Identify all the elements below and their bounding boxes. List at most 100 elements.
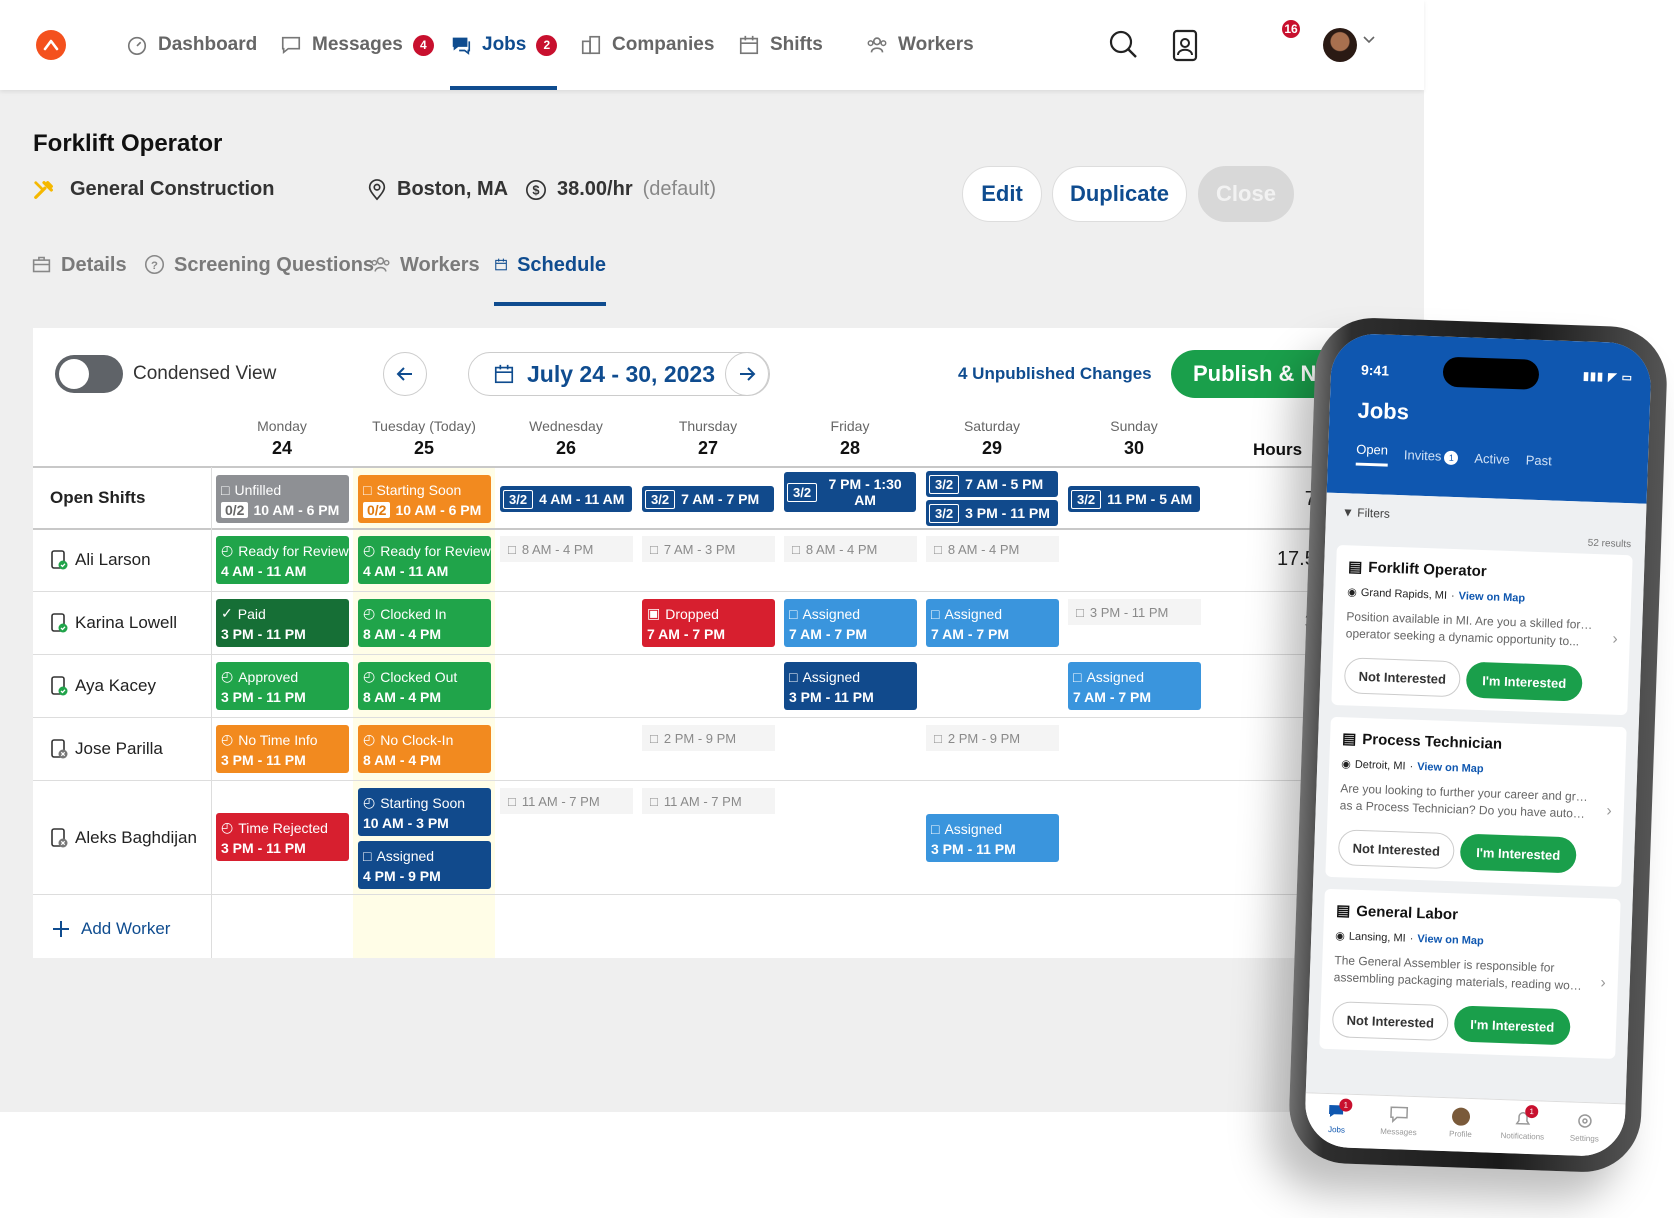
bottom-nav-settings[interactable]: Settings — [1554, 1110, 1615, 1144]
edit-button[interactable]: Edit — [962, 166, 1042, 222]
gear-icon — [1578, 1114, 1592, 1128]
phone-tab-invites[interactable]: Invites 1 — [1404, 447, 1459, 466]
unscheduled-slot[interactable]: □ 11 AM - 7 PM — [500, 788, 633, 814]
shift-block-no-clock-in[interactable]: ◴ No Clock-In 8 AM - 4 PM — [358, 725, 491, 773]
phone-tab-past[interactable]: Past — [1525, 451, 1553, 468]
duplicate-button[interactable]: Duplicate — [1052, 166, 1187, 222]
unscheduled-slot[interactable]: □ 8 AM - 4 PM — [500, 536, 633, 562]
unscheduled-slot[interactable]: □ 2 PM - 9 PM — [926, 725, 1059, 751]
not-interested-button[interactable]: Not Interested — [1343, 657, 1461, 698]
chevron-down-icon[interactable] — [1363, 36, 1375, 44]
shift-block-clocked-in[interactable]: ◴ Clocked In 8 AM - 4 PM — [358, 599, 491, 647]
shift-block-approved[interactable]: ◴ Approved 3 PM - 11 PM — [216, 662, 349, 710]
not-interested-button[interactable]: Not Interested — [1331, 1001, 1449, 1042]
bottom-nav-profile[interactable]: Profile — [1430, 1106, 1491, 1140]
unscheduled-slot[interactable]: □ 3 PM - 11 PM — [1068, 599, 1201, 625]
shift-block-assigned[interactable]: □ Assigned 7 AM - 7 PM — [1068, 662, 1201, 710]
open-shift-block[interactable]: 3/2 7 AM - 7 PM — [642, 486, 774, 512]
shift-time: 8 AM - 4 PM — [363, 626, 442, 642]
shift-block-ready-for-review[interactable]: ◴ Ready for Review 4 AM - 11 AM — [216, 536, 349, 584]
shift-block-dropped[interactable]: ▣ Dropped 7 AM - 7 PM — [642, 599, 775, 647]
unscheduled-slot[interactable]: □ 8 AM - 4 PM — [784, 536, 917, 562]
prev-week-button[interactable] — [383, 352, 427, 396]
unpublished-changes-link[interactable]: 4 Unpublished Changes — [958, 364, 1152, 383]
unscheduled-slot[interactable]: □ 7 AM - 3 PM — [642, 536, 775, 562]
nav-shifts[interactable]: Shifts — [738, 0, 823, 90]
nav-dashboard[interactable]: Dashboard — [126, 0, 257, 90]
worker-row-label: Aleks Baghdijan — [50, 828, 197, 848]
tab-schedule[interactable]: Schedule — [494, 250, 606, 306]
shift-block-assigned[interactable]: □ Assigned 7 AM - 7 PM — [926, 599, 1059, 647]
interested-button[interactable]: I'm Interested — [1453, 1005, 1571, 1046]
open-shift-block[interactable]: 3/2 7 AM - 5 PM — [926, 471, 1058, 497]
shift-block-assigned[interactable]: □ Assigned 3 PM - 11 PM — [926, 814, 1059, 862]
open-shift-block[interactable]: 3/2 4 AM - 11 AM — [500, 486, 632, 512]
day-name: Tuesday (Today) — [372, 418, 476, 434]
interested-button[interactable]: I'm Interested — [1459, 833, 1577, 874]
not-interested-button[interactable]: Not Interested — [1337, 829, 1455, 870]
filters-button[interactable]: ▼ Filters — [1342, 505, 1390, 521]
job-card-title: Forklift Operator — [1368, 558, 1487, 580]
app-logo[interactable] — [36, 30, 66, 60]
worker-name[interactable]: Aleks Baghdijan — [75, 828, 197, 847]
shift-block-assigned[interactable]: □ Assigned 7 AM - 7 PM — [784, 599, 917, 647]
profile-card-icon[interactable] — [1172, 28, 1198, 62]
tab-workers[interactable]: Workers — [370, 250, 480, 306]
shift-time: 3 PM - 11 PM — [931, 841, 1016, 857]
phone-tab-active[interactable]: Active — [1474, 450, 1511, 467]
interested-button[interactable]: I'm Interested — [1465, 661, 1583, 702]
job-card[interactable]: ▤ Process Technician ◉ Detroit, MI · View … — [1325, 716, 1627, 888]
open-shift-block[interactable]: 3/2 11 PM - 5 AM — [1068, 486, 1200, 512]
shift-block-paid[interactable]: ✓ Paid 3 PM - 11 PM — [216, 599, 349, 647]
messages-icon — [1390, 1106, 1409, 1124]
unscheduled-slot[interactable]: □ 8 AM - 4 PM — [926, 536, 1059, 562]
shift-block-assigned[interactable]: □ Assigned 3 PM - 11 PM — [784, 662, 917, 710]
tab-screening-questions[interactable]: ? Screening Questions — [144, 250, 374, 306]
next-week-button[interactable] — [725, 352, 769, 396]
shift-block-assigned[interactable]: □ Assigned 4 PM - 9 PM — [358, 841, 491, 889]
job-card[interactable]: ▤ General Labor ◉ Lansing, MI · View on Ma… — [1319, 888, 1621, 1059]
phone-title: Jobs — [1357, 397, 1410, 425]
shift-block-clocked-out[interactable]: ◴ Clocked Out 8 AM - 4 PM — [358, 662, 491, 710]
view-on-map-link[interactable]: View on Map — [1417, 760, 1484, 775]
dollar-icon: $ — [526, 179, 546, 200]
shift-block-unfilled[interactable]: □ Unfilled 0/2 10 AM - 6 PM — [216, 475, 349, 523]
condensed-view-toggle[interactable] — [55, 355, 123, 393]
avatar[interactable] — [1323, 28, 1357, 62]
top-navigation: Dashboard Messages 4 Jobs 2 Companies Sh… — [0, 0, 1424, 90]
nav-companies[interactable]: Companies — [580, 0, 714, 90]
bottom-nav-notifications[interactable]: 1 Notifications — [1492, 1104, 1553, 1142]
date-range-selector[interactable]: July 24 - 30, 2023 — [468, 352, 770, 396]
shift-time: 3 PM - 11 PM — [221, 626, 306, 642]
shift-block-time-rejected[interactable]: ◴ Time Rejected 3 PM - 11 PM — [216, 813, 349, 861]
nav-jobs[interactable]: Jobs 2 — [450, 0, 558, 90]
search-icon[interactable] — [1107, 28, 1139, 60]
job-card[interactable]: ▤ Forklift Operator ◉ Grand Rapids, MI · V… — [1331, 544, 1633, 716]
shift-time: 3 PM - 11 PM — [965, 505, 1050, 521]
phone-tab-open[interactable]: Open — [1355, 441, 1389, 467]
shift-block-ready-for-review[interactable]: ◴ Ready for Review 4 AM - 11 AM — [358, 536, 491, 584]
view-on-map-link[interactable]: View on Map — [1458, 589, 1526, 605]
unscheduled-slot[interactable]: □ 2 PM - 9 PM — [642, 725, 775, 751]
nav-label: Companies — [612, 34, 715, 55]
worker-name[interactable]: Jose Parilla — [75, 739, 163, 758]
shift-block-no-time-info[interactable]: ◴ No Time Info 3 PM - 11 PM — [216, 725, 349, 773]
bottom-nav-jobs[interactable]: 1 Jobs — [1306, 1098, 1367, 1135]
open-shift-block[interactable]: 3/2 7 PM - 1:30 AM — [784, 472, 916, 512]
worker-name[interactable]: Karina Lowell — [75, 613, 178, 632]
add-worker-button[interactable]: Add Worker — [51, 919, 170, 939]
unscheduled-slot[interactable]: □ 11 AM - 7 PM — [642, 788, 775, 814]
open-shift-block[interactable]: 3/2 3 PM - 11 PM — [926, 500, 1058, 526]
nav-messages[interactable]: Messages 4 — [280, 0, 434, 90]
bottom-nav-messages[interactable]: Messages — [1368, 1103, 1429, 1137]
nav-workers[interactable]: Workers — [866, 0, 974, 90]
shift-block-starting-soon[interactable]: □ Starting Soon 0/2 10 AM - 6 PM — [358, 475, 491, 523]
workers-icon — [867, 37, 887, 53]
tab-details[interactable]: Details — [31, 250, 127, 306]
shift-block-starting-soon[interactable]: ◴ Starting Soon 10 AM - 3 PM — [358, 788, 491, 836]
calendar-icon: □ — [363, 847, 372, 864]
view-on-map-link[interactable]: View on Map — [1417, 932, 1484, 947]
worker-name[interactable]: Ali Larson — [75, 550, 151, 569]
worker-name[interactable]: Aya Kacey — [75, 676, 156, 695]
close-button[interactable]: Close — [1198, 166, 1294, 222]
